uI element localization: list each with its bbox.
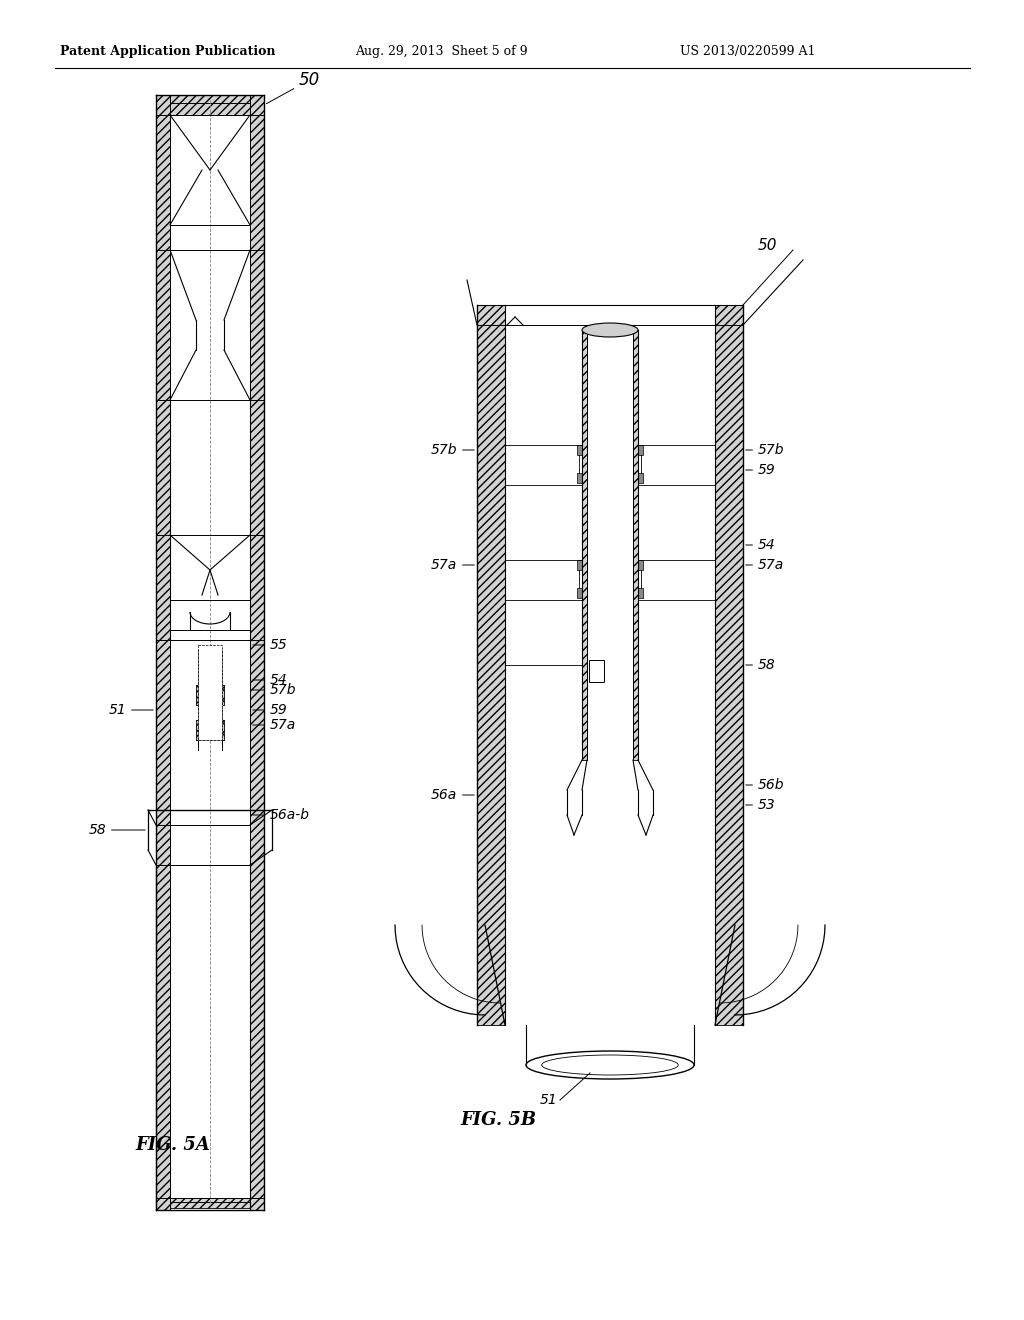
Text: 54: 54 bbox=[745, 539, 776, 552]
Bar bbox=[633, 330, 638, 760]
Bar bbox=[577, 587, 582, 598]
Text: FIG. 5A: FIG. 5A bbox=[135, 1137, 210, 1154]
Bar bbox=[638, 560, 643, 570]
Text: 57b: 57b bbox=[430, 444, 474, 457]
Ellipse shape bbox=[582, 323, 638, 337]
Bar bbox=[170, 95, 250, 115]
Text: 59: 59 bbox=[253, 704, 288, 717]
Text: 53: 53 bbox=[745, 799, 776, 812]
Bar bbox=[577, 445, 582, 455]
Bar bbox=[589, 660, 604, 682]
Text: FIG. 5B: FIG. 5B bbox=[460, 1111, 537, 1129]
Bar bbox=[715, 305, 743, 1026]
Text: 50: 50 bbox=[266, 71, 321, 104]
Text: 51: 51 bbox=[109, 704, 154, 717]
Bar bbox=[196, 719, 200, 741]
Text: 57a: 57a bbox=[745, 558, 784, 572]
Text: 58: 58 bbox=[745, 657, 776, 672]
Bar bbox=[220, 685, 224, 705]
Text: 59: 59 bbox=[745, 463, 776, 477]
Text: 57b: 57b bbox=[253, 682, 297, 697]
Text: Aug. 29, 2013  Sheet 5 of 9: Aug. 29, 2013 Sheet 5 of 9 bbox=[355, 45, 527, 58]
Bar bbox=[170, 1199, 250, 1208]
Text: 55: 55 bbox=[253, 638, 288, 652]
Bar bbox=[477, 305, 505, 1026]
Text: 58: 58 bbox=[88, 822, 145, 837]
Text: 57b: 57b bbox=[745, 444, 784, 457]
Bar bbox=[638, 473, 643, 483]
Bar bbox=[577, 473, 582, 483]
Bar bbox=[250, 95, 264, 1210]
Bar bbox=[196, 685, 200, 705]
Text: 51: 51 bbox=[540, 1093, 558, 1107]
Bar bbox=[638, 587, 643, 598]
Text: 57a: 57a bbox=[431, 558, 474, 572]
Text: 54: 54 bbox=[253, 673, 288, 686]
Text: 56b: 56b bbox=[745, 777, 784, 792]
Text: 56a-b: 56a-b bbox=[253, 808, 310, 822]
Text: Patent Application Publication: Patent Application Publication bbox=[60, 45, 275, 58]
Text: US 2013/0220599 A1: US 2013/0220599 A1 bbox=[680, 45, 815, 58]
Bar bbox=[220, 719, 224, 741]
Bar bbox=[582, 330, 587, 760]
Bar bbox=[156, 95, 170, 1210]
Text: 56a: 56a bbox=[431, 788, 474, 803]
Bar bbox=[198, 645, 222, 741]
Bar bbox=[638, 445, 643, 455]
Text: 50: 50 bbox=[758, 238, 777, 252]
Text: 57a: 57a bbox=[253, 718, 296, 733]
Bar bbox=[577, 560, 582, 570]
